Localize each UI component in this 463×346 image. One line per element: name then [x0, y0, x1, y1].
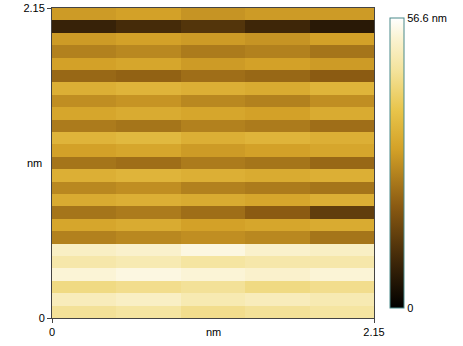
svg-text:0: 0: [407, 302, 413, 314]
svg-text:0: 0: [39, 312, 45, 324]
svg-text:nm: nm: [206, 326, 221, 338]
svg-text:2.15: 2.15: [23, 2, 44, 14]
svg-text:56.6 nm: 56.6 nm: [407, 12, 447, 24]
svg-text:nm: nm: [27, 157, 42, 169]
svg-text:2.15: 2.15: [363, 326, 384, 338]
svg-text:0: 0: [49, 326, 55, 338]
